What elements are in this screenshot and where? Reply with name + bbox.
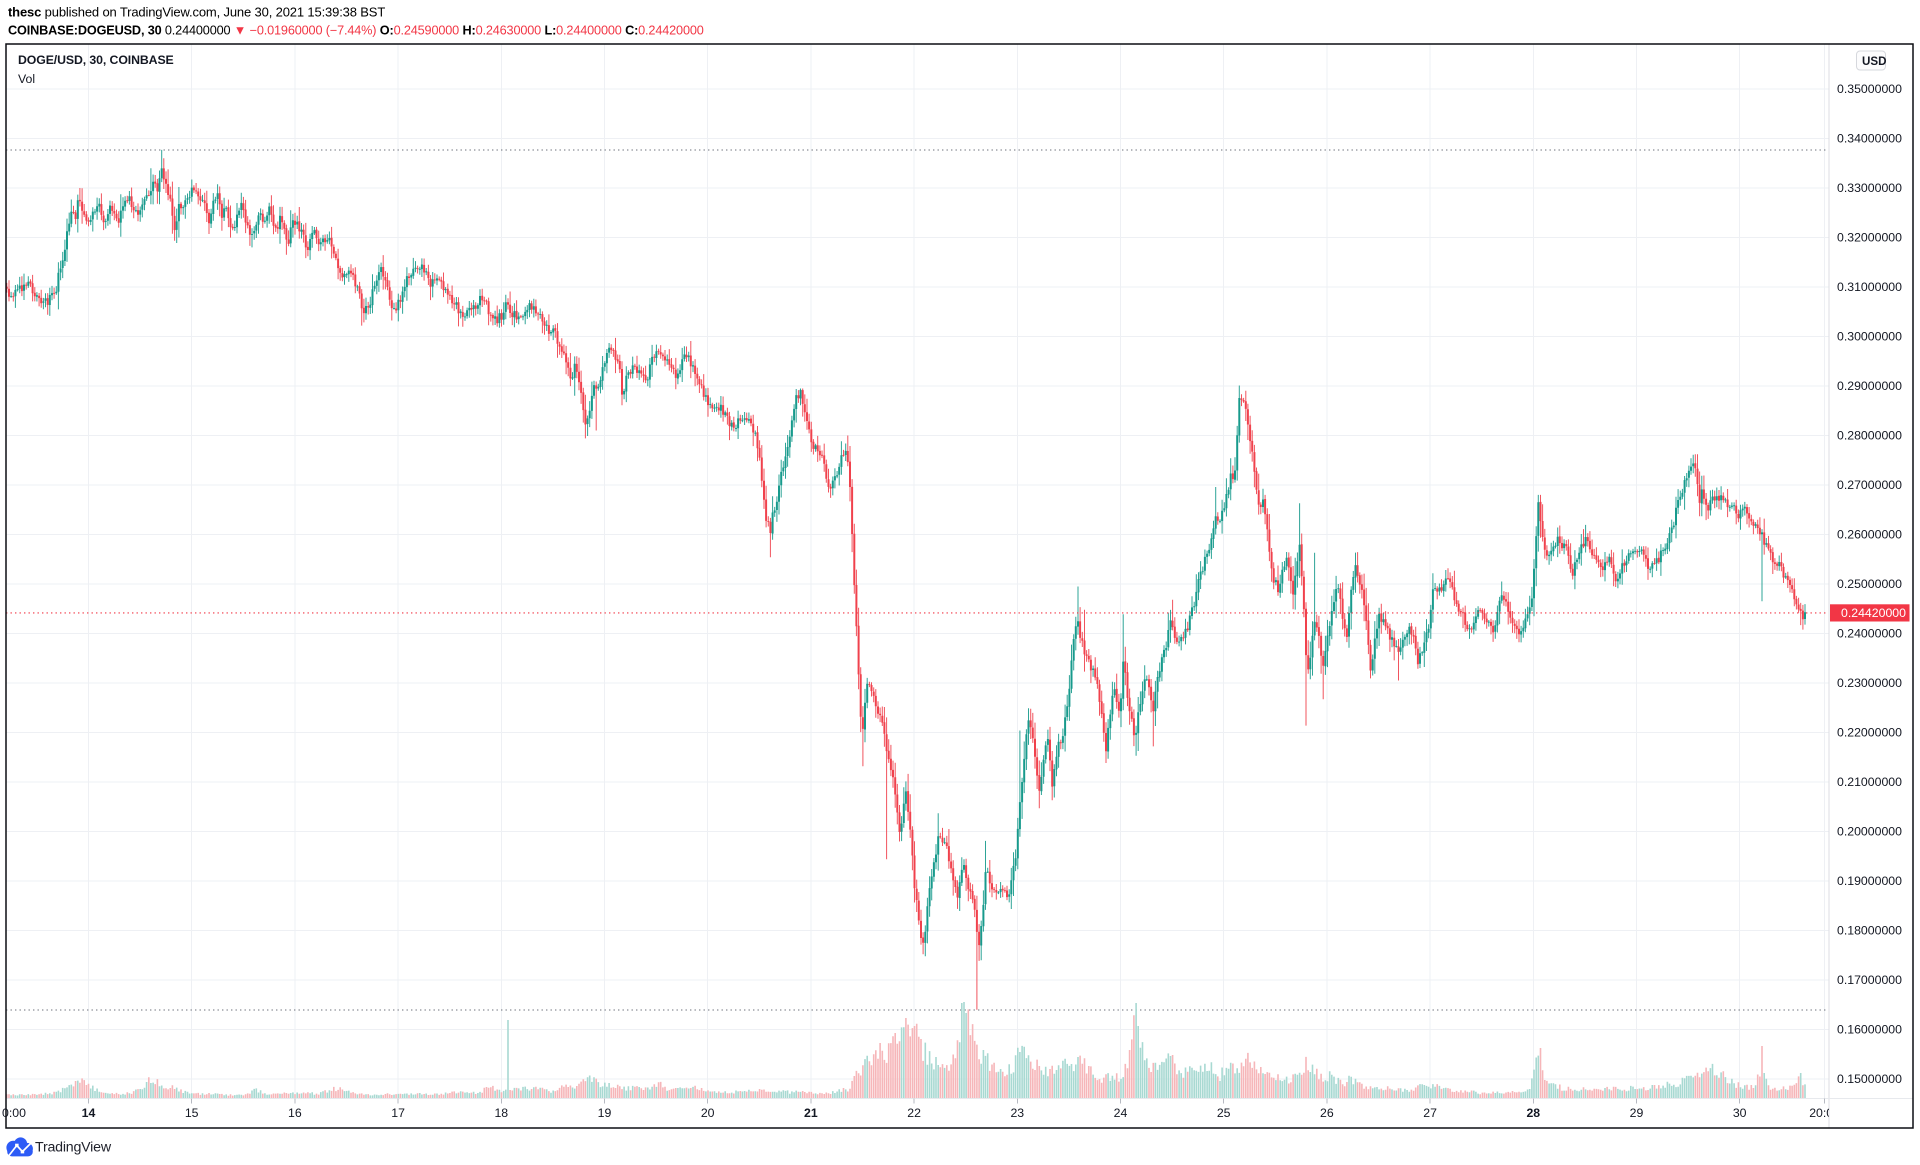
svg-text:0:00: 0:00 [2,1106,26,1120]
svg-text:0.17000000: 0.17000000 [1837,973,1902,987]
svg-text:15: 15 [185,1106,199,1120]
svg-text:16: 16 [288,1106,302,1120]
svg-text:24: 24 [1114,1106,1128,1120]
svg-text:0.35000000: 0.35000000 [1837,82,1902,96]
svg-text:0.27000000: 0.27000000 [1837,478,1902,492]
svg-text:0.20000000: 0.20000000 [1837,825,1902,839]
svg-text:14: 14 [82,1106,96,1120]
svg-text:25: 25 [1217,1106,1231,1120]
svg-text:26: 26 [1320,1106,1334,1120]
svg-text:23: 23 [1010,1106,1024,1120]
svg-text:28: 28 [1526,1106,1540,1120]
svg-text:21: 21 [804,1106,818,1120]
svg-text:27: 27 [1423,1106,1437,1120]
svg-text:0.15000000: 0.15000000 [1837,1072,1902,1086]
svg-text:0.18000000: 0.18000000 [1837,924,1902,938]
svg-text:COINBASE:DOGEUSD, 30 0.2440000: COINBASE:DOGEUSD, 30 0.24400000 ▼ −0.019… [8,24,704,38]
svg-text:29: 29 [1630,1106,1644,1120]
svg-text:0.28000000: 0.28000000 [1837,429,1902,443]
svg-text:0.16000000: 0.16000000 [1837,1023,1902,1037]
svg-text:0.25000000: 0.25000000 [1837,577,1902,591]
svg-text:0.19000000: 0.19000000 [1837,874,1902,888]
svg-text:19: 19 [598,1106,612,1120]
svg-text:18: 18 [494,1106,508,1120]
svg-text:DOGE/USD, 30, COINBASE: DOGE/USD, 30, COINBASE [18,53,174,67]
svg-text:0.34000000: 0.34000000 [1837,132,1902,146]
svg-text:USD: USD [1862,55,1886,68]
svg-text:0.29000000: 0.29000000 [1837,379,1902,393]
svg-text:0.30000000: 0.30000000 [1837,330,1902,344]
svg-text:0.26000000: 0.26000000 [1837,528,1902,542]
svg-text:20:00: 20:00 [1809,1106,1840,1120]
svg-text:22: 22 [907,1106,921,1120]
svg-text:20: 20 [701,1106,715,1120]
svg-text:thesc published on TradingView: thesc published on TradingView.com, June… [8,5,385,20]
svg-text:17: 17 [391,1106,405,1120]
svg-text:0.21000000: 0.21000000 [1837,775,1902,789]
svg-text:0.32000000: 0.32000000 [1837,231,1902,245]
svg-text:0.24420000: 0.24420000 [1841,606,1906,620]
svg-text:0.23000000: 0.23000000 [1837,676,1902,690]
svg-text:0.33000000: 0.33000000 [1837,181,1902,195]
svg-text:30: 30 [1733,1106,1747,1120]
svg-text:0.24000000: 0.24000000 [1837,627,1902,641]
svg-text:Vol: Vol [18,72,35,86]
svg-text:0.31000000: 0.31000000 [1837,280,1902,294]
svg-text:0.22000000: 0.22000000 [1837,726,1902,740]
svg-text:TradingView: TradingView [35,1140,112,1156]
